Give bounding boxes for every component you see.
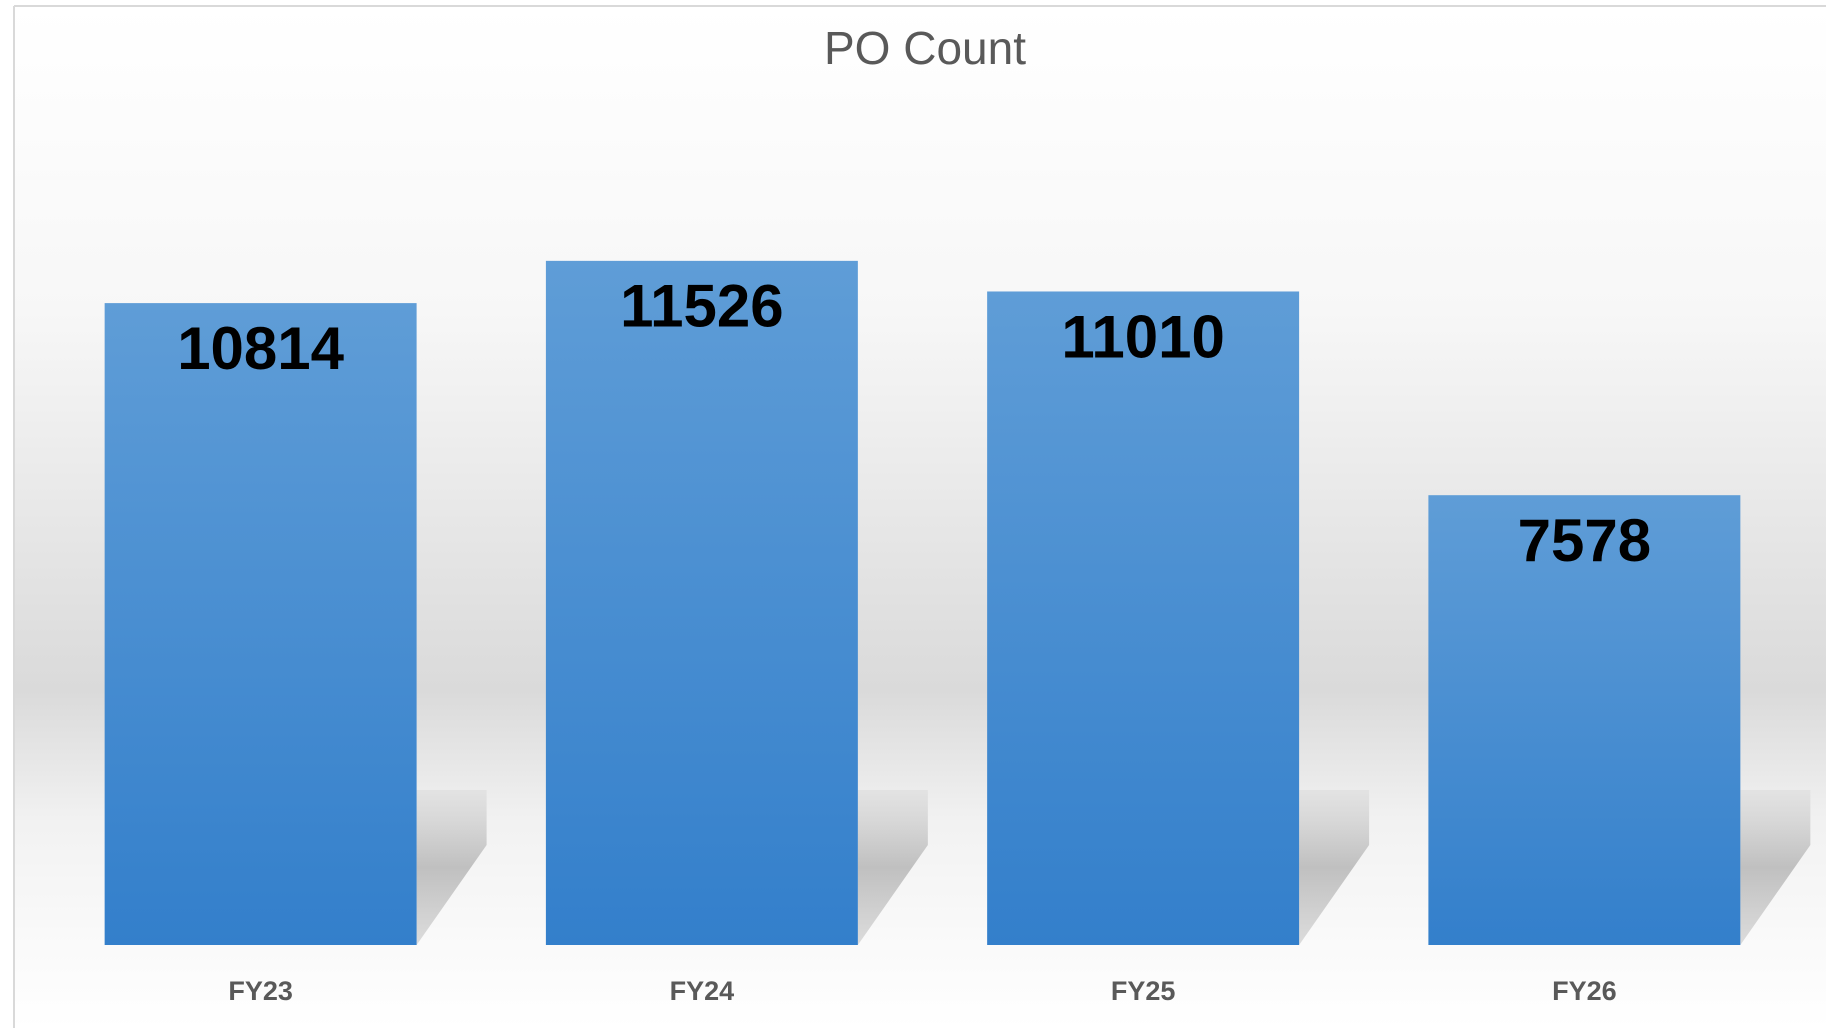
bar — [1428, 495, 1741, 945]
x-tick-label: FY24 — [670, 976, 735, 1006]
x-tick-label: FY23 — [228, 976, 293, 1006]
bar — [545, 260, 858, 945]
bar-shadow — [416, 790, 487, 945]
data-label: 10814 — [177, 315, 344, 382]
x-tick-label: FY25 — [1111, 976, 1176, 1006]
data-label: 7578 — [1518, 507, 1651, 574]
data-label: 11526 — [620, 273, 784, 340]
bar — [987, 291, 1300, 945]
bar-shadow — [1299, 790, 1370, 945]
x-tick-label: FY26 — [1552, 976, 1617, 1006]
bar-shadow — [1740, 790, 1811, 945]
chart-title: PO Count — [824, 22, 1026, 74]
data-label: 11010 — [1061, 303, 1225, 370]
bar-shadow — [857, 790, 928, 945]
shadows — [416, 790, 1811, 945]
bar — [104, 303, 417, 946]
